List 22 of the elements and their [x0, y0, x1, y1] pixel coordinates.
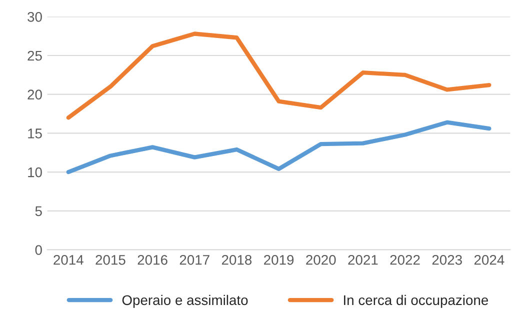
x-tick-label: 2017: [180, 254, 210, 265]
x-tick-label: 2016: [138, 254, 168, 265]
x-tick-label: 2018: [222, 254, 252, 265]
x-tick-label: 2020: [306, 254, 336, 265]
y-tick-label: 5: [35, 206, 42, 216]
x-tick-label: 2021: [348, 254, 378, 265]
legend-label: In cerca di occupazione: [344, 294, 488, 308]
legend-label: Operaio e assimilato: [122, 294, 248, 308]
x-tick-label: 2015: [96, 254, 126, 265]
y-tick-label: 15: [28, 128, 42, 138]
line-series: [66, 32, 492, 120]
x-tick-label: 2023: [432, 254, 462, 265]
y-tick-label: 30: [28, 12, 42, 22]
x-tick-label: 2019: [264, 254, 294, 265]
x-tick-label: 2022: [390, 254, 420, 265]
y-tick-label: 10: [28, 167, 42, 178]
line-series: [66, 120, 492, 174]
x-tick-label: 2024: [474, 254, 504, 265]
y-tick-label: 20: [28, 90, 42, 100]
y-tick-label: 25: [28, 50, 42, 61]
x-tick-label: 2014: [54, 254, 84, 265]
y-tick-label: 0: [35, 245, 42, 255]
